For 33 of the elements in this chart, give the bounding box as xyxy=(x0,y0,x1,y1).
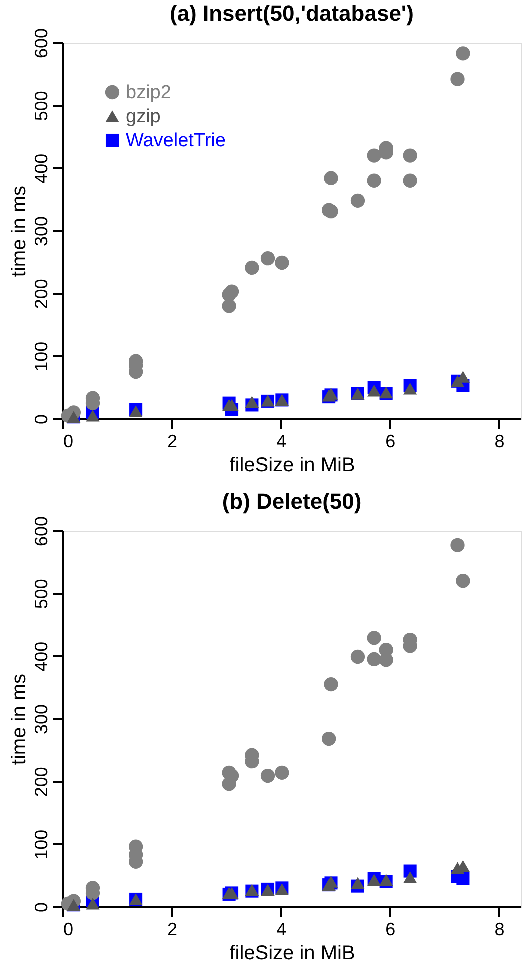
y-tick-label: 500 xyxy=(32,579,52,610)
y-tick-label: 600 xyxy=(32,516,52,547)
x-tick-label: 2 xyxy=(168,920,178,940)
x-tick-label: 4 xyxy=(276,432,287,452)
chart-title: (b) Delete(50) xyxy=(222,488,362,514)
chart-title: (a) Insert(50,'database') xyxy=(170,0,414,26)
y-tick-label: 400 xyxy=(32,642,52,672)
y-tick-label: 300 xyxy=(32,704,52,735)
x-tick-label: 0 xyxy=(64,920,74,940)
x-tick-label: 6 xyxy=(386,432,396,452)
y-tick-label: 0 xyxy=(32,414,52,425)
x-tick-label: 4 xyxy=(276,920,287,940)
y-tick-label: 500 xyxy=(32,91,52,122)
y-axis-title: time in ms xyxy=(8,186,30,278)
x-tick-label: 6 xyxy=(386,920,396,940)
y-axis-title: time in ms xyxy=(8,674,30,766)
x-axis-title: fileSize in MiB xyxy=(230,942,356,964)
x-tick-label: 8 xyxy=(494,432,505,452)
y-tick-label: 100 xyxy=(32,830,52,860)
y-tick-label: 200 xyxy=(32,279,52,310)
y-tick-label: 0 xyxy=(32,902,52,913)
x-tick-label: 0 xyxy=(64,432,74,452)
x-tick-label: 8 xyxy=(494,920,505,940)
y-tick-label: 100 xyxy=(32,342,52,372)
legend-label: gzip xyxy=(126,106,161,128)
y-tick-label: 200 xyxy=(32,767,52,798)
x-tick-label: 2 xyxy=(168,432,178,452)
legend-label: WaveletTrie xyxy=(126,130,226,152)
legend-label: bzip2 xyxy=(126,82,172,104)
x-axis-title: fileSize in MiB xyxy=(230,454,356,476)
y-tick-label: 400 xyxy=(32,154,52,184)
y-tick-label: 600 xyxy=(32,28,52,59)
y-tick-label: 300 xyxy=(32,216,52,247)
